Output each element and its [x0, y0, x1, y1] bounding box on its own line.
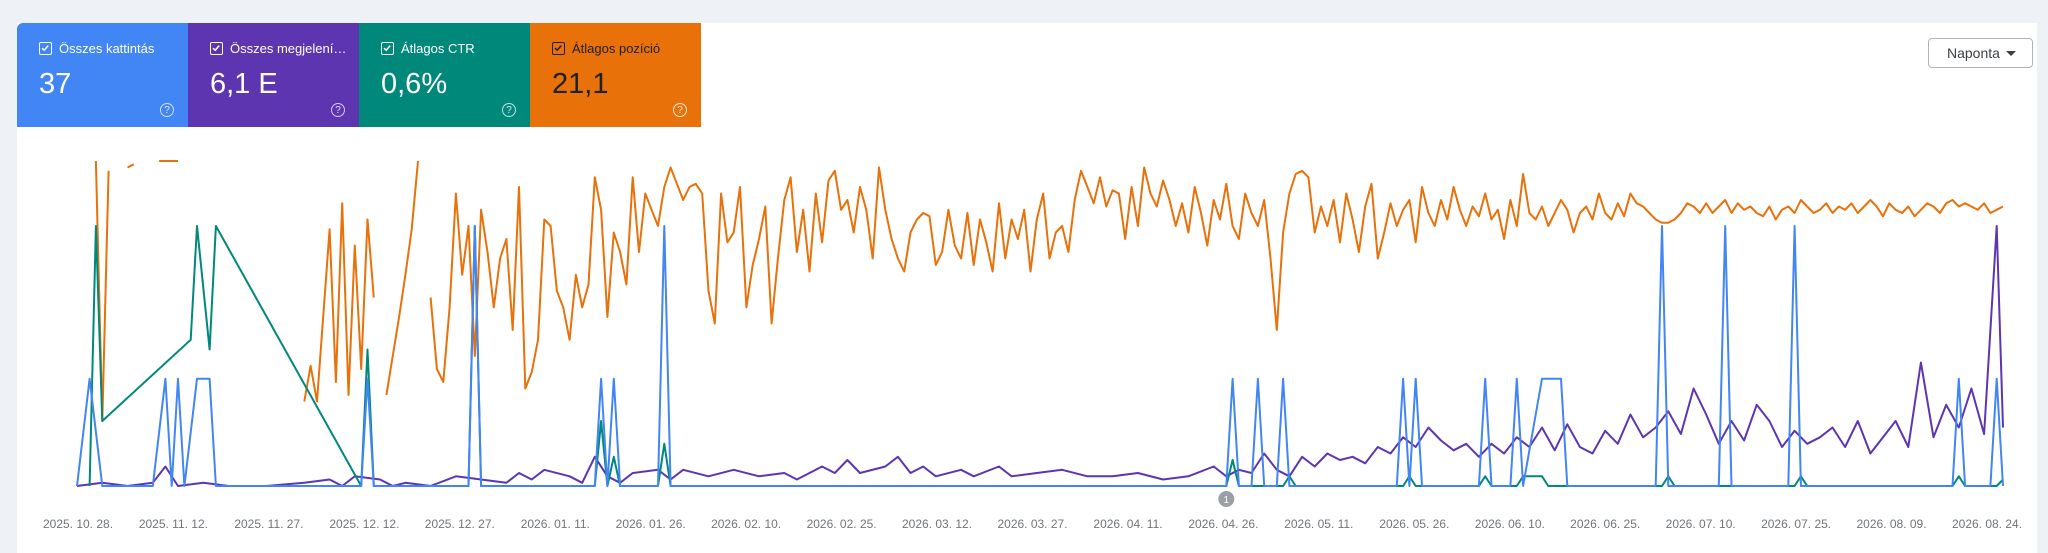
- metric-total-impressions[interactable]: Összes megjelení… 6,1 E ?: [188, 23, 359, 127]
- metric-label: Összes kattintás: [59, 41, 155, 56]
- metric-value: 37: [39, 68, 72, 100]
- annotation-icon: [1218, 491, 1235, 507]
- caret-down-icon: [2006, 51, 2016, 56]
- checkbox-checked-icon[interactable]: [210, 42, 223, 55]
- metric-average-position[interactable]: Átlagos pozíció 21,1 ?: [530, 23, 701, 127]
- x-tick-label: 2026. 05. 11.: [1284, 517, 1353, 531]
- x-tick-label: 2026. 02. 10.: [711, 517, 781, 531]
- x-tick-label: 2026. 08. 24.: [1952, 517, 2022, 531]
- x-tick-label: 2026. 04. 26.: [1188, 517, 1258, 531]
- metric-cards: Összes kattintás 37 ? Összes megjelení… …: [17, 23, 701, 127]
- help-icon[interactable]: ?: [331, 103, 345, 117]
- series-line-2: [88, 225, 2004, 487]
- x-tick-label: 2026. 07. 25.: [1761, 517, 1831, 531]
- help-icon[interactable]: ?: [673, 103, 687, 117]
- metric-value: 6,1 E: [210, 68, 278, 100]
- help-icon[interactable]: ?: [160, 103, 174, 117]
- x-tick-label: 2025. 12. 12.: [329, 517, 399, 531]
- x-tick-label: 2026. 01. 26.: [616, 517, 686, 531]
- metric-value: 21,1: [552, 68, 609, 100]
- annotation-label: 1: [1224, 495, 1230, 506]
- x-tick-label: 2025. 10. 28.: [43, 517, 113, 531]
- x-tick-label: 2026. 02. 25.: [807, 517, 877, 531]
- chart-lines: [76, 160, 2004, 487]
- x-tick-label: 2026. 01. 11.: [521, 517, 590, 531]
- help-icon[interactable]: ?: [502, 103, 516, 117]
- interval-selected: Naponta: [1947, 45, 2000, 61]
- metric-value: 0,6%: [381, 68, 448, 100]
- x-tick-label: 2026. 06. 10.: [1475, 517, 1545, 531]
- metric-label: Átlagos pozíció: [572, 41, 661, 56]
- checkbox-checked-icon[interactable]: [552, 42, 565, 55]
- x-tick-label: 2025. 12. 27.: [425, 517, 495, 531]
- x-tick-label: 2026. 07. 10.: [1666, 517, 1736, 531]
- x-tick-label: 2026. 03. 27.: [997, 517, 1067, 531]
- interval-dropdown[interactable]: Naponta: [1928, 38, 2033, 68]
- x-tick-label: 2026. 04. 11.: [1093, 517, 1162, 531]
- x-tick-label: 2025. 11. 12.: [139, 517, 208, 531]
- x-tick-label: 2026. 03. 12.: [902, 517, 972, 531]
- x-tick-label: 2026. 08. 09.: [1856, 517, 1926, 531]
- annotation-marker[interactable]: 1: [1218, 491, 1235, 507]
- metric-label: Összes megjelení…: [230, 41, 347, 56]
- checkbox-checked-icon[interactable]: [381, 42, 394, 55]
- x-tick-label: 2026. 06. 25.: [1570, 517, 1640, 531]
- series-line-3: [94, 160, 2004, 422]
- metric-label: Átlagos CTR: [401, 41, 475, 56]
- x-axis-ticks: 2025. 10. 28. 2025. 11. 12. 2025. 11. 27. 2…: [43, 517, 2022, 531]
- metric-total-clicks[interactable]: Összes kattintás 37 ?: [17, 23, 188, 127]
- x-tick-label: 2026. 05. 26.: [1379, 517, 1449, 531]
- x-tick-label: 2025. 11. 27.: [234, 517, 303, 531]
- series-line-0: [76, 225, 2004, 487]
- metric-average-ctr[interactable]: Átlagos CTR 0,6% ?: [359, 23, 530, 127]
- checkbox-checked-icon[interactable]: [39, 42, 52, 55]
